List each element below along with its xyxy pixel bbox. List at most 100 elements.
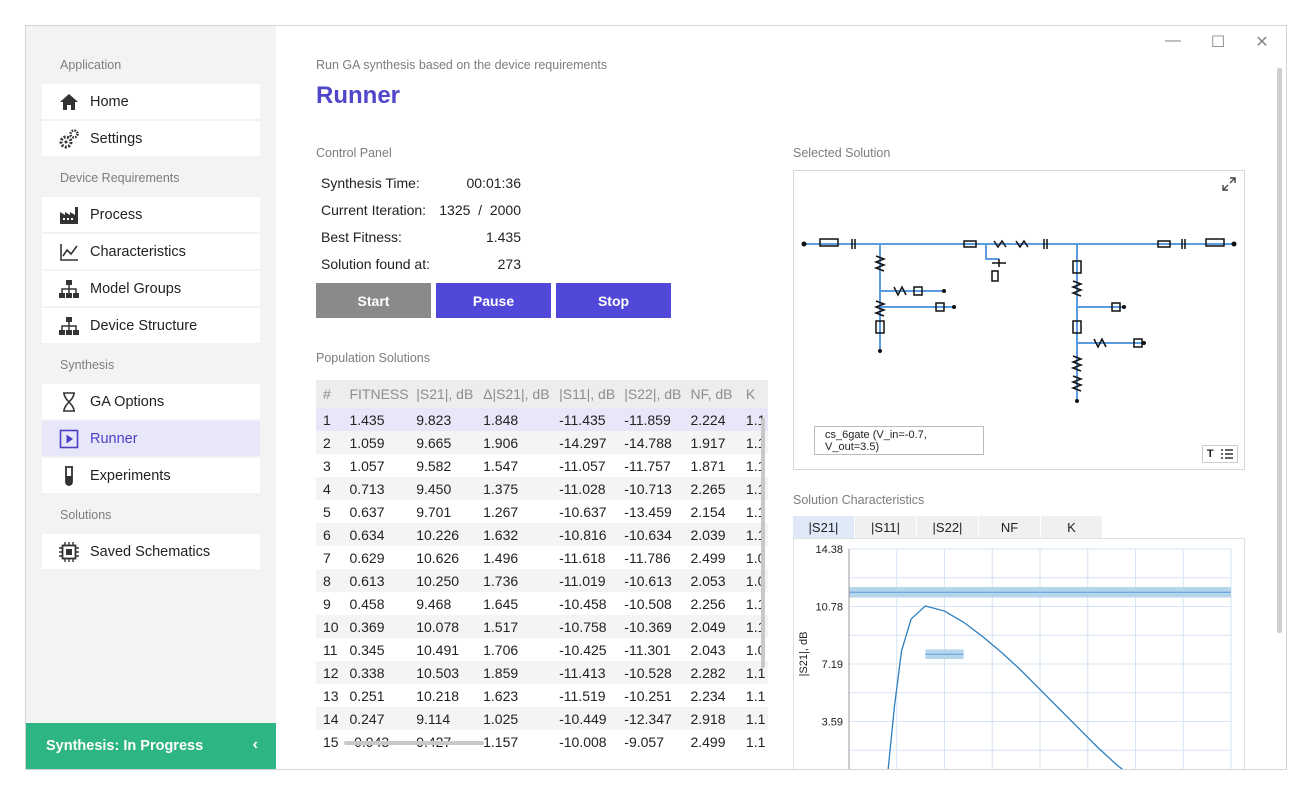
table-row[interactable]: 5 0.637 9.701 1.267 -10.637 -13.459 2.154 1.1 — [316, 500, 768, 523]
maximize-button[interactable]: ☐ — [1210, 34, 1226, 51]
table-cell: 4 — [316, 477, 343, 500]
table-row[interactable]: 3 1.057 9.582 1.547 -11.057 -11.757 1.871 1.1 — [316, 454, 768, 477]
table-cell: 10.078 — [409, 615, 477, 638]
schematic-viewer[interactable]: cs_6gate (V_in=-0.7, V_out=3.5) T — [793, 170, 1245, 470]
tab-s21[interactable]: |S21| — [793, 516, 854, 538]
table-row[interactable]: 6 0.634 10.226 1.632 -10.816 -10.634 2.039 1.1 — [316, 523, 768, 546]
population-table-container[interactable]: # FITNESS |S21|, dB Δ|S21|, dB |S11|, dB… — [316, 380, 768, 752]
sidebar-item-process[interactable]: Process — [42, 197, 260, 232]
sidebar-item-characteristics[interactable]: Characteristics — [42, 234, 260, 269]
table-cell: -14.297 — [552, 431, 618, 454]
tab-nf[interactable]: NF — [979, 516, 1040, 538]
column-header[interactable]: |S22|, dB — [617, 380, 684, 408]
tab-s11[interactable]: |S11| — [855, 516, 916, 538]
table-cell: -14.788 — [617, 431, 684, 454]
table-cell: 9.468 — [416, 595, 452, 612]
list-icon[interactable] — [1221, 448, 1234, 460]
close-button[interactable]: ✕ — [1255, 34, 1269, 51]
table-cell: 1.632 — [476, 523, 553, 546]
page-vertical-scrollbar[interactable] — [1277, 68, 1282, 633]
table-row[interactable]: 13 0.251 10.218 1.623 -11.519 -10.251 2.234 1.1 — [316, 684, 768, 707]
sidebar-item-experiments[interactable]: Experiments — [42, 458, 260, 493]
table-row[interactable]: 12 0.338 10.503 1.859 -11.413 -10.528 2.282 1.1 — [316, 661, 768, 684]
table-cell: 2.265 — [683, 477, 739, 500]
table-cell: -11.519 — [559, 687, 606, 704]
sidebar-item-label: GA Options — [90, 393, 165, 410]
table-cell: 1.0 — [738, 569, 768, 592]
table-horizontal-scrollbar[interactable] — [344, 741, 484, 745]
table-cell: 1.1 — [738, 523, 768, 546]
column-header[interactable]: Δ|S21|, dB — [476, 380, 553, 408]
sidebar-item-model-groups[interactable]: Model Groups — [42, 271, 260, 306]
tab-s22[interactable]: |S22| — [917, 516, 978, 538]
table-row[interactable]: 7 0.629 10.626 1.496 -11.618 -11.786 2.499 1.0 — [316, 546, 768, 569]
circuit-schematic — [801, 238, 1237, 403]
table-cell: -11.757 — [624, 457, 671, 474]
table-cell: 0.458 — [349, 595, 385, 612]
sidebar-item-home[interactable]: Home — [42, 84, 260, 119]
table-row[interactable]: 10 0.369 10.078 1.517 -10.758 -10.369 2.049 1.1 — [316, 615, 768, 638]
start-button[interactable]: Start — [316, 283, 431, 318]
row-key: Solution found at: — [321, 256, 430, 272]
minimize-button[interactable]: — — [1165, 32, 1181, 49]
table-cell: 1.1 — [745, 733, 766, 750]
table-cell: -11.618 — [559, 549, 606, 566]
table-cell: 1.1 — [738, 431, 768, 454]
sidebar-item-label: Saved Schematics — [90, 543, 211, 560]
column-header[interactable]: # — [316, 380, 343, 408]
text-toggle-icon[interactable]: T — [1206, 448, 1214, 460]
table-cell: -13.459 — [624, 503, 672, 520]
best-fitness-row: Best Fitness: 1.435 — [321, 229, 521, 251]
column-header[interactable]: NF, dB — [683, 380, 739, 408]
table-cell: 11 — [323, 641, 338, 658]
synthesis-status-bar[interactable]: Synthesis: In Progress ‹ — [26, 723, 276, 769]
table-cell: 0.637 — [349, 503, 385, 520]
column-header[interactable]: |S11|, dB — [552, 380, 618, 408]
collapse-chevron-icon[interactable]: ‹ — [252, 736, 258, 753]
pause-button[interactable]: Pause — [436, 283, 551, 318]
table-cell: 9.665 — [409, 431, 477, 454]
stop-button[interactable]: Stop — [556, 283, 671, 318]
table-row[interactable]: 1 1.435 9.823 1.848 -11.435 -11.859 2.224 1.1 — [316, 408, 768, 431]
sidebar-item-settings[interactable]: Settings — [42, 121, 260, 156]
table-row[interactable]: 11 0.345 10.491 1.706 -10.425 -11.301 2.043 1.0 — [316, 638, 768, 661]
tab-k[interactable]: K — [1041, 516, 1102, 538]
table-row[interactable]: 2 1.059 9.665 1.906 -14.297 -14.788 1.917 1.1 — [316, 431, 768, 454]
row-key: Best Fitness: — [321, 229, 402, 245]
table-vertical-scrollbar[interactable] — [761, 418, 765, 668]
table-row[interactable]: 8 0.613 10.250 1.736 -11.019 -10.613 2.053 1.0 — [316, 569, 768, 592]
table-cell: 1.1 — [738, 661, 768, 684]
table-row[interactable]: 14 0.247 9.114 1.025 -10.449 -12.347 2.918 1.1 — [316, 707, 768, 730]
column-header[interactable]: K — [738, 380, 768, 408]
control-panel-label: Control Panel — [316, 146, 392, 160]
section-device-requirements: Device Requirements — [60, 171, 180, 185]
table-cell: 14 — [316, 707, 343, 730]
table-cell: 0.345 — [349, 641, 385, 658]
table-cell: 2.499 — [690, 549, 726, 566]
sidebar-item-runner[interactable]: Runner — [42, 421, 260, 456]
column-header[interactable]: |S21|, dB — [409, 380, 477, 408]
table-cell: -10.369 — [617, 615, 684, 638]
hierarchy-icon — [59, 279, 79, 298]
table-cell: 1.1 — [738, 707, 768, 730]
sidebar-item-label: Settings — [90, 130, 143, 147]
expand-icon[interactable] — [1222, 177, 1236, 191]
factory-icon — [60, 206, 78, 224]
sidebar-item-ga-options[interactable]: GA Options — [42, 384, 260, 419]
table-row[interactable]: 9 0.458 9.468 1.645 -10.458 -10.508 2.256 1.1 — [316, 592, 768, 615]
sidebar-item-label: Characteristics — [90, 243, 186, 260]
table-cell: -10.449 — [552, 707, 618, 730]
table-cell: 9 — [323, 595, 331, 612]
sidebar-item-saved-schematics[interactable]: Saved Schematics — [42, 534, 260, 569]
table-row[interactable]: 4 0.713 9.450 1.375 -11.028 -10.713 2.265 1.1 — [316, 477, 768, 500]
row-value: 1325 / 2000 — [439, 202, 521, 218]
table-cell: 10.250 — [409, 569, 477, 592]
table-cell: -10.008 — [559, 733, 607, 750]
column-header[interactable]: FITNESS — [342, 380, 410, 408]
sidebar-item-device-structure[interactable]: Device Structure — [42, 308, 260, 343]
characteristics-tabs: |S21| |S11| |S22| NF K — [793, 516, 1103, 538]
view-toggle[interactable]: T — [1202, 445, 1238, 463]
table-cell: 1 — [316, 408, 343, 431]
table-cell: 1.057 — [349, 457, 385, 474]
characteristics-chart[interactable]: 14.38 10.78 7.19 3.59 |S21|, dB — [793, 538, 1245, 769]
